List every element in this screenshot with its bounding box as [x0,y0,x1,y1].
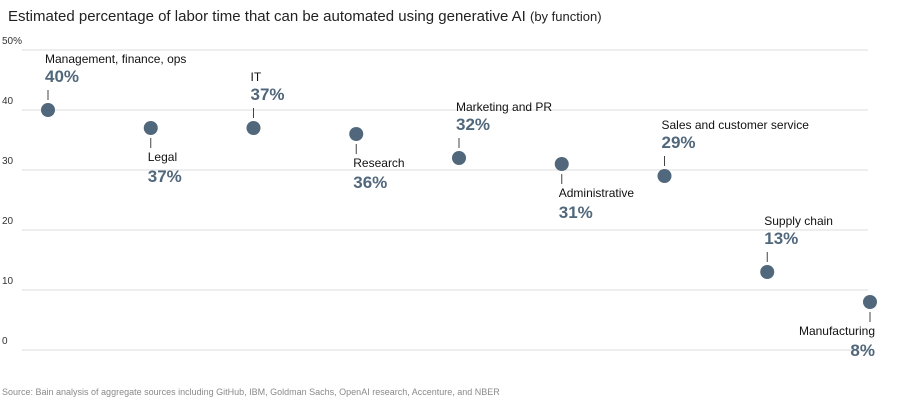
category-label: Supply chain [764,214,833,228]
y-tick-label: 50% [2,36,22,47]
value-label: 37% [148,167,182,186]
source-note: Source: Bain analysis of aggregate sourc… [2,387,500,397]
data-point [760,265,775,279]
value-label: 37% [251,85,285,104]
category-label: Management, finance, ops [45,52,186,66]
data-point [863,295,877,309]
scatter-chart: 0 10 20 30 40 50% Management, finance, ops40%… [2,36,877,360]
value-label: 13% [764,229,798,248]
value-label: 29% [662,133,696,152]
category-label: Marketing and PR [456,100,552,114]
data-point [554,157,569,171]
data-points: Management, finance, ops40%Legal37%IT37%… [41,52,877,360]
data-point-group: Research 36% [349,127,405,192]
chart-title: Estimated percentage of labor time that … [8,8,526,25]
data-point-group: Manufacturing 8% [799,295,877,360]
value-label: 32% [456,115,490,134]
category-label: Administrative [559,186,635,200]
category-label: Manufacturing [799,324,875,338]
chart-subtitle: (by function) [530,9,602,24]
data-point [41,103,55,117]
y-tick-label: 20 [2,216,14,227]
value-label: 36% [353,173,387,192]
value-label: 8% [850,341,875,360]
data-point [246,121,261,135]
data-point [349,127,364,141]
y-axis-ticks: 0 10 20 30 40 50% [2,36,22,347]
category-label: Legal [148,150,177,164]
data-point [657,169,672,183]
value-label: 40% [45,67,79,86]
y-tick-label: 10 [2,276,14,287]
y-tick-label: 40 [2,96,14,107]
data-point [452,151,466,165]
category-label: IT [251,70,262,84]
chart-title-block: Estimated percentage of labor time that … [8,8,602,25]
y-tick-label: 30 [2,156,14,167]
grid-layer [22,49,868,351]
data-point-group: Administrative 31% [554,157,635,222]
y-tick-label: 0 [2,336,8,347]
category-label: Sales and customer service [662,118,810,132]
category-label: Research [353,156,404,170]
data-point [143,121,158,135]
value-label: 31% [559,203,593,222]
data-point-group: Legal 37% [143,121,182,186]
